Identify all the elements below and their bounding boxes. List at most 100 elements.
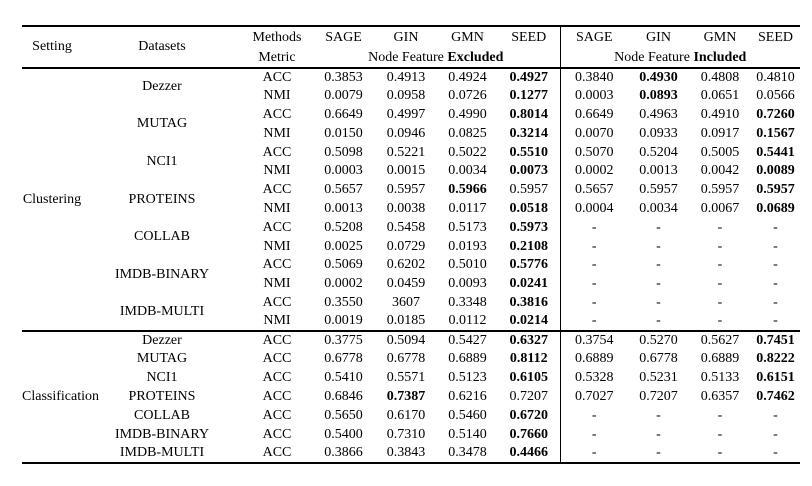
metric-cell: ACC	[262, 426, 292, 442]
value-cell: -	[656, 313, 661, 329]
value-cell: -	[773, 444, 778, 460]
value-cell: 0.6216	[448, 388, 487, 404]
value-cell: 0.4997	[386, 106, 426, 122]
col-header-gin-included: GIN	[646, 29, 671, 45]
value-cell: 0.5460	[448, 407, 487, 423]
value-cell: 0.3348	[448, 294, 487, 310]
value-cell: -	[656, 294, 661, 310]
value-cell: 0.5966	[448, 182, 487, 198]
value-cell: 0.5957	[639, 182, 678, 198]
value-cell: 0.5328	[575, 370, 614, 386]
value-cell: 0.5957	[498, 180, 561, 200]
value-cell: 0.0013	[324, 200, 363, 216]
value-cell: 0.6649	[575, 106, 614, 122]
value-cell: 0.8222	[756, 351, 795, 367]
group-header-emph: Excluded	[447, 49, 504, 65]
value-cell: 0.0150	[324, 125, 363, 141]
value-cell: 0.3853	[324, 69, 363, 85]
value-cell: 0.8112	[498, 349, 561, 369]
value-cell: 0.0034	[448, 163, 487, 179]
value-cell: 0.4913	[386, 69, 426, 85]
value-cell: 0.5973	[498, 218, 561, 238]
setting-cell: Clustering	[22, 191, 82, 207]
value-cell: 0.6649	[324, 106, 363, 122]
value-cell: 0.5427	[448, 333, 487, 349]
metric-cell: NMI	[263, 200, 291, 216]
dataset-cell: IMDB-MULTI	[119, 444, 205, 460]
value-cell: 0.5094	[386, 333, 426, 349]
col-header-setting: Setting	[32, 39, 72, 54]
metric-cell: ACC	[262, 257, 292, 273]
value-cell: 0.5070	[575, 144, 614, 160]
value-cell: 0.3214	[498, 124, 561, 144]
value-cell: 0.6778	[639, 351, 678, 367]
value-cell: 0.5571	[386, 370, 426, 386]
metric-cell: ACC	[262, 333, 292, 349]
dataset-cell: MUTAG	[136, 351, 188, 367]
value-cell: 0.0093	[448, 276, 487, 292]
value-cell: 0.0070	[575, 125, 614, 141]
metric-cell: NMI	[263, 313, 291, 329]
table-row: IMDB-MULTI ACC 0.3866 0.3843 0.3478 0.4466 - - -…	[22, 443, 800, 463]
table-row: IMDB-BINARY ACC 0.5400 0.7310 0.5140 0.7660 - -…	[22, 425, 800, 444]
table-row: NMI 0.0150 0.0946 0.0825 0.3214 0.0070 0.0933 0…	[22, 124, 800, 144]
value-cell: 0.3816	[498, 293, 561, 313]
col-header-gin-excluded: GIN	[393, 29, 419, 45]
value-cell: 0.7207	[639, 388, 678, 404]
value-cell: 0.0518	[498, 199, 561, 219]
value-cell: 0.7451	[756, 333, 795, 349]
dataset-cell: MUTAG	[136, 116, 188, 132]
value-cell: 0.5204	[639, 144, 678, 160]
dataset-cell: PROTEINS	[128, 388, 196, 404]
value-cell: -	[591, 276, 597, 292]
value-cell: 0.3775	[324, 333, 363, 349]
value-cell: -	[591, 257, 597, 273]
value-cell: 0.5650	[324, 407, 363, 423]
value-cell: 0.0019	[324, 313, 363, 329]
value-cell: 0.0089	[756, 163, 795, 179]
value-cell: 0.5173	[448, 219, 487, 235]
section-clustering: Clustering Dezzer ACC 0.3853 0.4913 0.4924 0.4…	[22, 68, 800, 332]
value-cell: 0.5441	[756, 144, 795, 160]
value-cell: 0.4927	[498, 68, 561, 87]
value-cell: 0.0002	[324, 276, 363, 292]
col-header-datasets: Datasets	[138, 39, 186, 54]
metric-cell: NMI	[263, 88, 291, 104]
col-header-sage-included: SAGE	[575, 29, 613, 45]
value-cell: 0.6202	[386, 257, 426, 273]
group-header-node-feature-included: Node Feature Included	[560, 48, 800, 68]
value-cell: 0.3840	[575, 69, 614, 85]
value-cell: -	[717, 444, 723, 460]
dataset-cell: IMDB-MULTI	[119, 303, 205, 319]
value-cell: -	[717, 407, 723, 423]
value-cell: -	[717, 426, 723, 442]
value-cell: 0.0025	[324, 238, 363, 254]
col-header-gmn-included: GMN	[703, 29, 737, 45]
value-cell: -	[773, 219, 778, 235]
metric-cell: ACC	[262, 69, 292, 85]
value-cell: 0.5133	[700, 370, 740, 386]
value-cell: 0.0651	[700, 88, 740, 104]
dataset-cell: Dezzer	[142, 333, 182, 349]
value-cell: 0.6720	[498, 406, 561, 426]
value-cell: 0.0112	[448, 313, 487, 329]
value-cell: 0.0013	[639, 163, 678, 179]
value-cell: 0.0893	[639, 88, 678, 104]
value-cell: 0.0729	[386, 238, 426, 254]
value-cell: 0.5005	[700, 144, 740, 160]
metric-cell: ACC	[262, 388, 292, 404]
value-cell: -	[773, 238, 778, 254]
table-row: Clustering Dezzer ACC 0.3853 0.4913 0.4924 0.4…	[22, 68, 800, 206]
value-cell: 0.4810	[756, 69, 795, 85]
dataset-cell: COLLAB	[134, 407, 190, 423]
value-cell: 0.5410	[324, 370, 363, 386]
header-row-2: Metric Node Feature Excluded Node Featur…	[22, 48, 800, 68]
table-row: NMI 0.0013 0.0038 0.0117 0.0518 0.0004 0.0034 0…	[22, 199, 800, 219]
value-cell: 0.5657	[324, 182, 363, 198]
value-cell: 0.6151	[756, 370, 795, 386]
value-cell: -	[591, 444, 597, 460]
value-cell: 0.0073	[498, 161, 561, 181]
value-cell: 0.6327	[498, 331, 561, 350]
value-cell: 0.5957	[756, 182, 795, 198]
